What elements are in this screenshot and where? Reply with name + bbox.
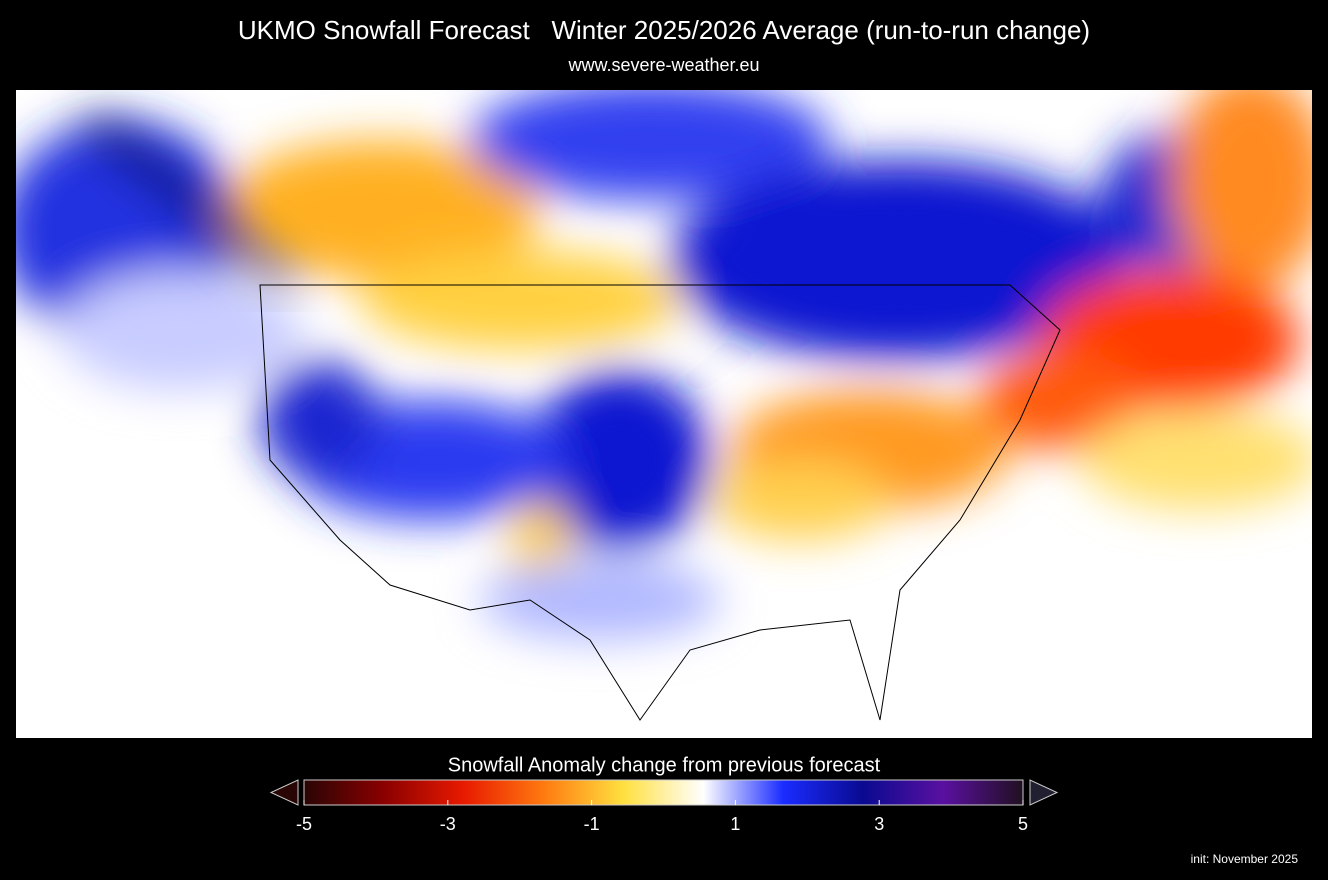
colorbar: Snowfall Anomaly change from previous fo…	[269, 754, 1059, 806]
colorbar-tick-label: -5	[296, 814, 312, 834]
colorbar-tick-label: 1	[730, 814, 740, 834]
subtitle: www.severe-weather.eu	[567, 55, 759, 75]
colorbar-tick-label: -1	[584, 814, 600, 834]
title: UKMO Snowfall Forecast Winter 2025/2026 …	[238, 15, 1090, 45]
colorbar-tick-label: 5	[1018, 814, 1028, 834]
colorbar-label: Snowfall Anomaly change from previous fo…	[448, 754, 881, 776]
colorbar-arrow-low	[269, 779, 299, 806]
colorbar-tick-label: -3	[440, 814, 456, 834]
colorbar-scale	[303, 779, 1024, 806]
map	[16, 90, 1312, 738]
colorbar-arrow-high	[1029, 779, 1059, 806]
colorbar-tick-label: 3	[874, 814, 884, 834]
init-label: init: November 2025	[1191, 852, 1299, 866]
